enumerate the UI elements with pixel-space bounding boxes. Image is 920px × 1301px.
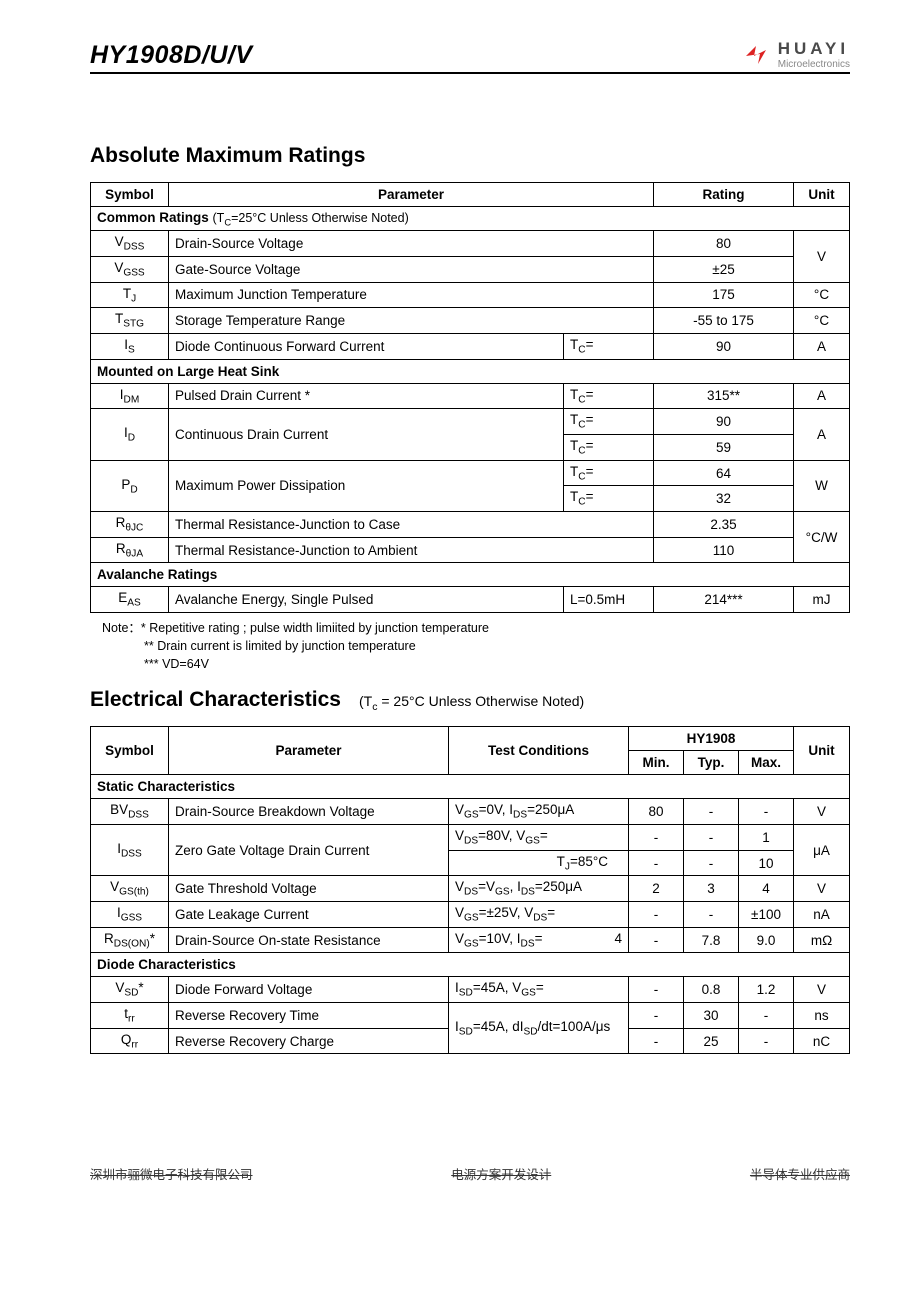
col-unit: Unit xyxy=(794,727,850,775)
col-rating: Rating xyxy=(654,182,794,206)
col-max: Max. xyxy=(739,751,794,775)
table-row: IDM Pulsed Drain Current * TC= 315** A xyxy=(91,383,850,409)
col-min: Min. xyxy=(629,751,684,775)
col-test: Test Conditions xyxy=(449,727,629,775)
table-row: VGS(th) Gate Threshold Voltage VDS=VGS, … xyxy=(91,876,850,902)
logo-subtext: Microelectronics xyxy=(778,59,850,70)
group-diode: Diode Characteristics xyxy=(91,953,850,977)
table-row: IDSS Zero Gate Voltage Drain Current VDS… xyxy=(91,824,850,850)
col-parameter: Parameter xyxy=(169,182,654,206)
table-row: IGSS Gate Leakage Current VGS=±25V, VDS=… xyxy=(91,902,850,928)
logo-icon xyxy=(742,42,772,68)
col-symbol: Symbol xyxy=(91,727,169,775)
table-row: ID Continuous Drain Current TC= 90 A xyxy=(91,409,850,435)
footer-center: 电源方案开发设计 xyxy=(451,1164,551,1183)
table-row: VSD* Diode Forward Voltage ISD=45A, VGS=… xyxy=(91,977,850,1003)
electrical-table: Symbol Parameter Test Conditions HY1908 … xyxy=(90,726,850,1054)
table-row: trr Reverse Recovery Time ISD=45A, dISD/… xyxy=(91,1003,850,1029)
logo-text: HUAYI xyxy=(778,39,849,58)
section-title-electrical: Electrical Characteristics xyxy=(90,688,341,712)
footer-left: 深圳市骊微电子科技有限公司 xyxy=(90,1164,253,1183)
section-condition: (Tc = 25°C Unless Otherwise Noted) xyxy=(359,693,584,713)
col-typ: Typ. xyxy=(684,751,739,775)
part-number: HY1908D/U/V xyxy=(90,41,253,70)
group-avalanche: Avalanche Ratings xyxy=(91,563,850,587)
table-row: TSTG Storage Temperature Range -55 to 17… xyxy=(91,308,850,334)
group-static: Static Characteristics xyxy=(91,775,850,799)
section-title-ratings: Absolute Maximum Ratings xyxy=(90,144,850,168)
table-row: RθJC Thermal Resistance-Junction to Case… xyxy=(91,512,850,538)
ratings-table: Symbol Parameter Rating Unit Common Rati… xyxy=(90,182,850,613)
page-header: HY1908D/U/V HUAYI Microelectronics xyxy=(90,40,850,74)
table-row: VDSS Drain-Source Voltage 80 V xyxy=(91,231,850,257)
footer-right: 半导体专业供应商 xyxy=(750,1164,850,1183)
table-row: RθJA Thermal Resistance-Junction to Ambi… xyxy=(91,537,850,563)
col-symbol: Symbol xyxy=(91,182,169,206)
table-row: RDS(ON)* Drain-Source On-state Resistanc… xyxy=(91,927,850,953)
table-row: TJ Maximum Junction Temperature 175 °C xyxy=(91,282,850,308)
group-heatsink: Mounted on Large Heat Sink xyxy=(91,359,850,383)
table-row: EAS Avalanche Energy, Single Pulsed L=0.… xyxy=(91,587,850,613)
table-row: IS Diode Continuous Forward Current TC= … xyxy=(91,333,850,359)
table-row: BVDSS Drain-Source Breakdown Voltage VGS… xyxy=(91,799,850,825)
col-unit: Unit xyxy=(794,182,850,206)
col-device: HY1908 xyxy=(629,727,794,751)
col-parameter: Parameter xyxy=(169,727,449,775)
page-footer: 深圳市骊微电子科技有限公司 电源方案开发设计 半导体专业供应商 xyxy=(90,1164,850,1183)
table-row: PD Maximum Power Dissipation TC= 64 W xyxy=(91,460,850,486)
table-row: VGSS Gate-Source Voltage ±25 xyxy=(91,256,850,282)
company-logo: HUAYI Microelectronics xyxy=(742,40,850,70)
notes-block: Note：* Repetitive rating ; pulse width l… xyxy=(102,619,850,673)
group-common: Common Ratings (TC=25°C Unless Otherwise… xyxy=(91,206,850,231)
